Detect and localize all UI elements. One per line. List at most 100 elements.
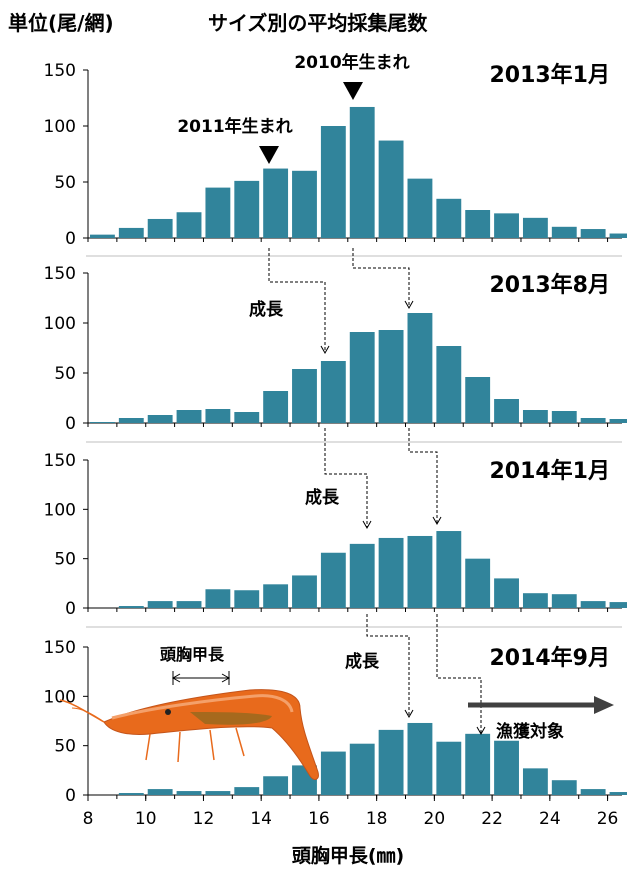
x-tick-label: 14 [250, 809, 272, 829]
bar [234, 590, 260, 608]
x-axis-label: 頭胸甲長(㎜) [292, 844, 404, 867]
bar [407, 535, 433, 608]
unit-label: 単位(尾/網) [8, 11, 114, 35]
bar [349, 332, 375, 423]
bar [407, 313, 433, 423]
bar [147, 218, 173, 238]
bar [407, 178, 433, 238]
bar [522, 768, 548, 795]
bar [494, 213, 519, 238]
y-tick-label: 150 [44, 264, 76, 284]
panel-2013-01: 2013年1月 0 50 100 150 [44, 61, 627, 249]
bar [263, 168, 289, 238]
annotation-born-2010: 2010年生まれ [294, 52, 409, 73]
x-tick-label: 10 [135, 809, 157, 829]
bar [609, 602, 627, 608]
y-tick-label: 50 [54, 364, 76, 384]
bar [494, 740, 519, 795]
y-tick-label: 150 [44, 61, 76, 81]
bar [320, 552, 346, 608]
y-tick-label: 0 [65, 229, 76, 249]
bar [378, 729, 404, 795]
y-tick-label: 100 [44, 117, 76, 137]
bar [205, 409, 231, 423]
bar [263, 776, 289, 795]
shrimp-photo [59, 689, 319, 780]
bar [263, 584, 289, 608]
growth-arrows [268, 248, 482, 733]
growth-label: 成長 [345, 651, 380, 672]
fishing-target-label: 漁獲対象 [496, 721, 564, 742]
bar [378, 140, 404, 238]
bar [580, 789, 606, 795]
growth-label: 成長 [249, 299, 284, 320]
bar [522, 593, 548, 608]
bar [292, 575, 317, 608]
triangle-marker-icon [343, 82, 363, 100]
bar [292, 170, 317, 238]
bar [320, 126, 346, 238]
bar [292, 369, 317, 423]
bar [176, 212, 202, 238]
bar [176, 791, 202, 795]
x-tick-label: 18 [366, 809, 388, 829]
bar [205, 791, 231, 795]
bar [551, 411, 577, 423]
y-tick-label: 150 [44, 638, 76, 658]
bar [436, 741, 462, 795]
y-tick-label: 50 [54, 173, 76, 193]
panel-title: 2013年8月 [489, 272, 610, 298]
chart-title: サイズ別の平均採集尾数 [208, 11, 428, 35]
x-tick-label: 26 [597, 809, 619, 829]
growth-arrow [408, 428, 438, 523]
y-tick-label: 50 [54, 737, 76, 757]
bar [378, 537, 404, 608]
bar [580, 601, 606, 608]
bar [176, 601, 202, 608]
x-tick-label: 16 [308, 809, 330, 829]
bar [407, 722, 433, 795]
y-tick-label: 50 [54, 550, 76, 570]
y-tick-label: 100 [44, 500, 76, 520]
bar [465, 558, 491, 608]
x-axis: 8 10 12 14 16 18 20 22 24 26 [83, 795, 619, 829]
y-tick-label: 0 [65, 414, 76, 434]
bar [118, 606, 144, 608]
bar [147, 789, 173, 795]
growth-arrow [352, 248, 410, 307]
bar [580, 418, 606, 423]
x-tick-label: 22 [481, 809, 503, 829]
bar [147, 601, 173, 608]
panel-2014-01: 2014年1月 0 50 100 150 [44, 451, 627, 619]
bar [349, 743, 375, 795]
bar [378, 330, 404, 423]
bar [436, 346, 462, 423]
y-tick-label: 0 [65, 599, 76, 619]
bar [320, 361, 346, 423]
bar [118, 793, 144, 795]
panel-2013-08: 2013年8月 0 50 100 150 [44, 264, 627, 434]
bar [465, 377, 491, 423]
bar [494, 399, 519, 423]
bar [90, 422, 115, 423]
bar [609, 419, 627, 423]
carapace-length-label: 頭胸甲長 [160, 645, 225, 664]
bar [349, 106, 375, 239]
bar [205, 187, 231, 238]
panel-title: 2014年1月 [489, 458, 610, 484]
bar [234, 180, 260, 238]
triangle-marker-icon [259, 146, 279, 164]
growth-arrow [268, 248, 326, 352]
bar [494, 578, 519, 608]
growth-arrow [366, 614, 410, 716]
bar [263, 391, 289, 423]
bar [551, 226, 577, 238]
panel-title: 2013年1月 [489, 62, 610, 88]
bar [465, 210, 491, 238]
bar [147, 415, 173, 423]
bar [609, 233, 627, 238]
bar [205, 589, 231, 608]
bar [90, 234, 115, 238]
